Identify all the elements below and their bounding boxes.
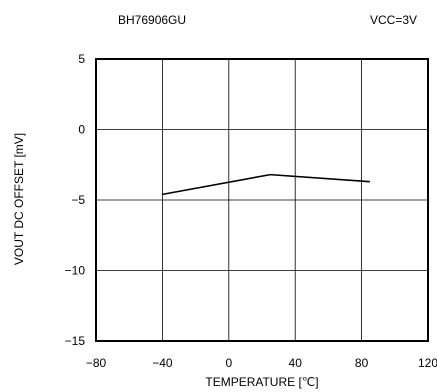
x-tick-label: 120 [418, 356, 437, 370]
y-tick-label: 0 [78, 123, 85, 137]
y-axis-label: VOUT DC OFFSET [mV] [12, 133, 26, 265]
chart-title: BH76906GU [118, 13, 186, 27]
x-tick-label: −40 [152, 356, 173, 370]
series-line-0 [162, 173, 370, 196]
plot-frame [95, 58, 429, 342]
x-tick-label: 40 [289, 356, 303, 370]
x-tick-labels: −80 −40 0 40 80 120 [86, 356, 437, 370]
x-tick-label: 80 [355, 356, 369, 370]
x-tick-label: −80 [86, 356, 107, 370]
y-tick-label: −10 [65, 264, 86, 278]
grid [95, 58, 429, 342]
y-tick-label: −5 [71, 193, 85, 207]
series-group [162, 173, 370, 196]
y-tick-label: −15 [65, 334, 86, 348]
y-tick-label: 5 [78, 52, 85, 66]
y-tick-labels: 5 0 −5 −10 −15 [65, 52, 86, 348]
condition-annotation: VCC=3V [370, 13, 417, 27]
x-axis-label: TEMPERATURE [℃] [205, 375, 318, 389]
x-tick-label: 0 [225, 356, 232, 370]
